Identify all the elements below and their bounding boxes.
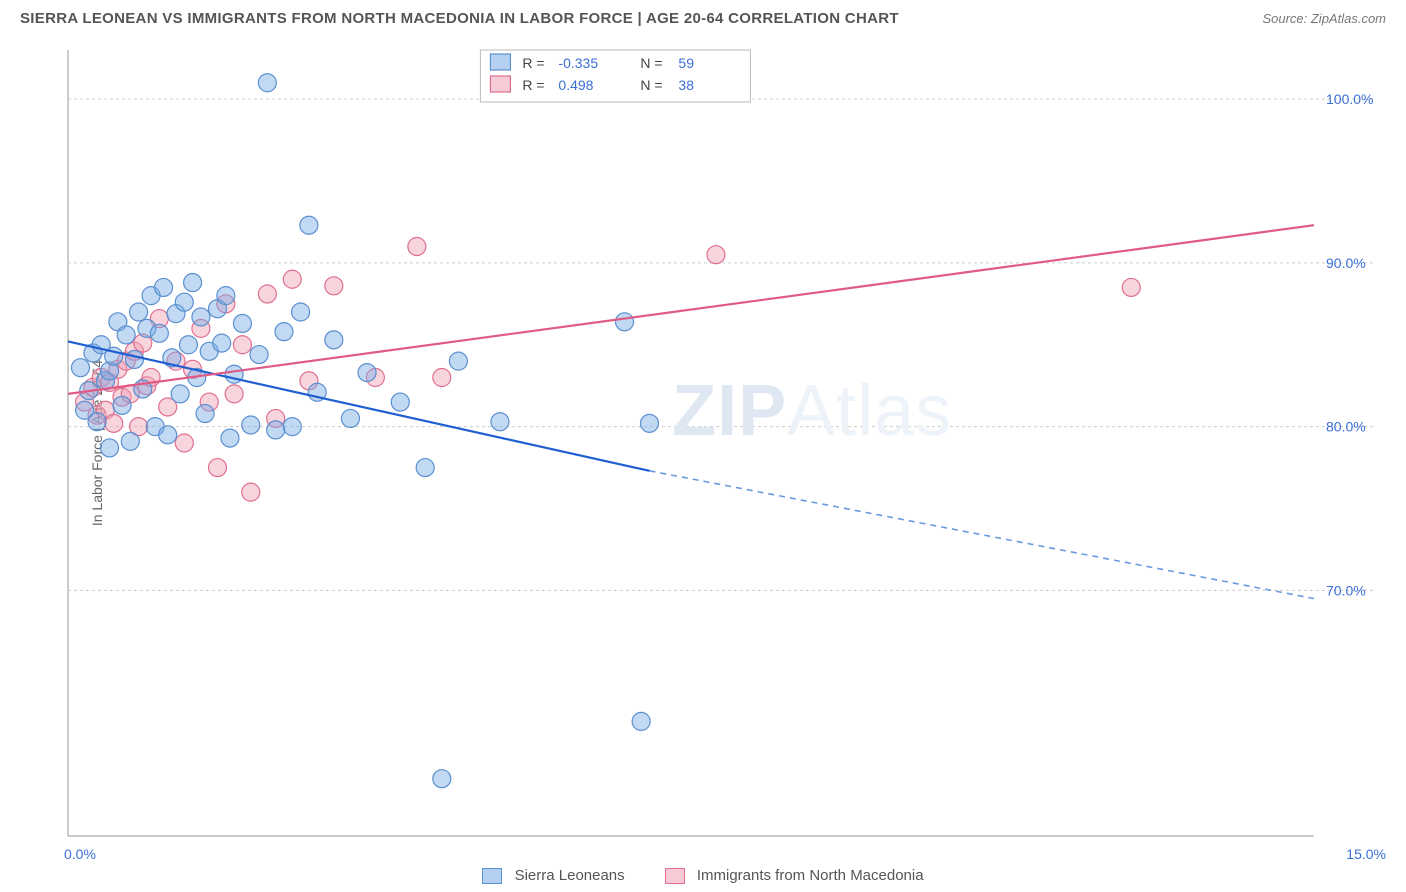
data-point-blue: [292, 303, 310, 321]
data-point-blue: [233, 314, 251, 332]
data-point-pink: [408, 238, 426, 256]
data-point-blue: [250, 346, 268, 364]
data-point-blue: [130, 303, 148, 321]
data-point-blue: [213, 334, 231, 352]
scatter-plot: 70.0% 80.0% 90.0% 100.0% ZIPAtlas R = -0.335 N …: [64, 44, 1386, 842]
data-point-blue: [125, 350, 143, 368]
data-point-blue: [283, 418, 301, 436]
data-point-blue: [325, 331, 343, 349]
data-point-blue: [121, 432, 139, 450]
data-point-blue: [179, 336, 197, 354]
data-point-blue: [150, 324, 168, 342]
chart-title: SIERRA LEONEAN VS IMMIGRANTS FROM NORTH …: [20, 10, 899, 27]
legend-swatch-blue: [482, 868, 502, 884]
data-point-blue: [391, 393, 409, 411]
stats-n-value: 38: [678, 77, 694, 93]
data-point-blue: [242, 416, 260, 434]
y-tick-label: 70.0%: [1326, 582, 1366, 598]
legend-label-blue: Sierra Leoneans: [515, 867, 625, 884]
legend-label-pink: Immigrants from North Macedonia: [697, 867, 924, 884]
data-point-pink: [433, 369, 451, 387]
stats-legend-swatch: [490, 54, 510, 70]
data-point-blue: [640, 414, 658, 432]
x-tick-min: 0.0%: [64, 846, 96, 862]
data-point-pink: [283, 270, 301, 288]
chart-area: In Labor Force | Age 20-64 70.0%80.0%90.…: [20, 44, 1386, 842]
data-point-blue: [491, 413, 509, 431]
data-point-blue: [71, 359, 89, 377]
stats-n-label: N =: [640, 55, 662, 71]
data-point-blue: [171, 385, 189, 403]
data-point-blue: [175, 293, 193, 311]
data-point-pink: [209, 459, 227, 477]
data-point-blue: [275, 323, 293, 341]
data-point-blue: [192, 308, 210, 326]
data-point-blue: [616, 313, 634, 331]
data-point-pink: [1122, 278, 1140, 296]
x-axis-ticks: 0.0% 15.0%: [64, 846, 1386, 862]
data-point-pink: [105, 414, 123, 432]
stats-legend-swatch: [490, 76, 510, 92]
stats-legend-box: [480, 50, 750, 102]
data-point-blue: [267, 421, 285, 439]
data-point-pink: [225, 385, 243, 403]
data-point-blue: [258, 74, 276, 92]
watermark: ZIPAtlas: [672, 371, 952, 451]
y-tick-label: 100.0%: [1326, 91, 1373, 107]
data-point-pink: [242, 483, 260, 501]
legend-item-pink: Immigrants from North Macedonia: [665, 867, 924, 884]
data-point-blue: [155, 278, 173, 296]
stats-n-value: 59: [678, 55, 694, 71]
stats-r-value: -0.335: [558, 55, 598, 71]
data-point-blue: [196, 405, 214, 423]
data-point-blue: [416, 459, 434, 477]
data-point-blue: [449, 352, 467, 370]
trendline-pink: [68, 225, 1314, 394]
legend-swatch-pink: [665, 868, 685, 884]
data-point-blue: [159, 426, 177, 444]
chart-header: SIERRA LEONEAN VS IMMIGRANTS FROM NORTH …: [0, 0, 1406, 33]
data-point-blue: [221, 429, 239, 447]
data-point-pink: [258, 285, 276, 303]
data-point-blue: [217, 287, 235, 305]
stats-r-label: R =: [522, 77, 544, 93]
data-point-blue: [113, 396, 131, 414]
legend-item-blue: Sierra Leoneans: [482, 867, 624, 884]
data-point-blue: [632, 712, 650, 730]
bottom-legend: Sierra Leoneans Immigrants from North Ma…: [0, 867, 1406, 884]
y-tick-label: 90.0%: [1326, 255, 1366, 271]
data-point-blue: [184, 274, 202, 292]
data-point-pink: [325, 277, 343, 295]
data-point-blue: [101, 439, 119, 457]
y-tick-label: 80.0%: [1326, 419, 1366, 435]
data-point-blue: [88, 413, 106, 431]
data-point-blue: [300, 216, 318, 234]
data-point-blue: [341, 409, 359, 427]
trendline-blue-solid: [68, 341, 649, 470]
data-point-blue: [117, 326, 135, 344]
stats-r-value: 0.498: [558, 77, 593, 93]
data-point-blue: [433, 770, 451, 788]
data-point-pink: [707, 246, 725, 264]
data-point-blue: [358, 364, 376, 382]
stats-r-label: R =: [522, 55, 544, 71]
data-point-pink: [175, 434, 193, 452]
data-point-pink: [233, 336, 251, 354]
chart-source: Source: ZipAtlas.com: [1262, 11, 1386, 26]
x-tick-max: 15.0%: [1346, 846, 1386, 862]
trendline-blue-dashed: [649, 471, 1314, 599]
stats-n-label: N =: [640, 77, 662, 93]
